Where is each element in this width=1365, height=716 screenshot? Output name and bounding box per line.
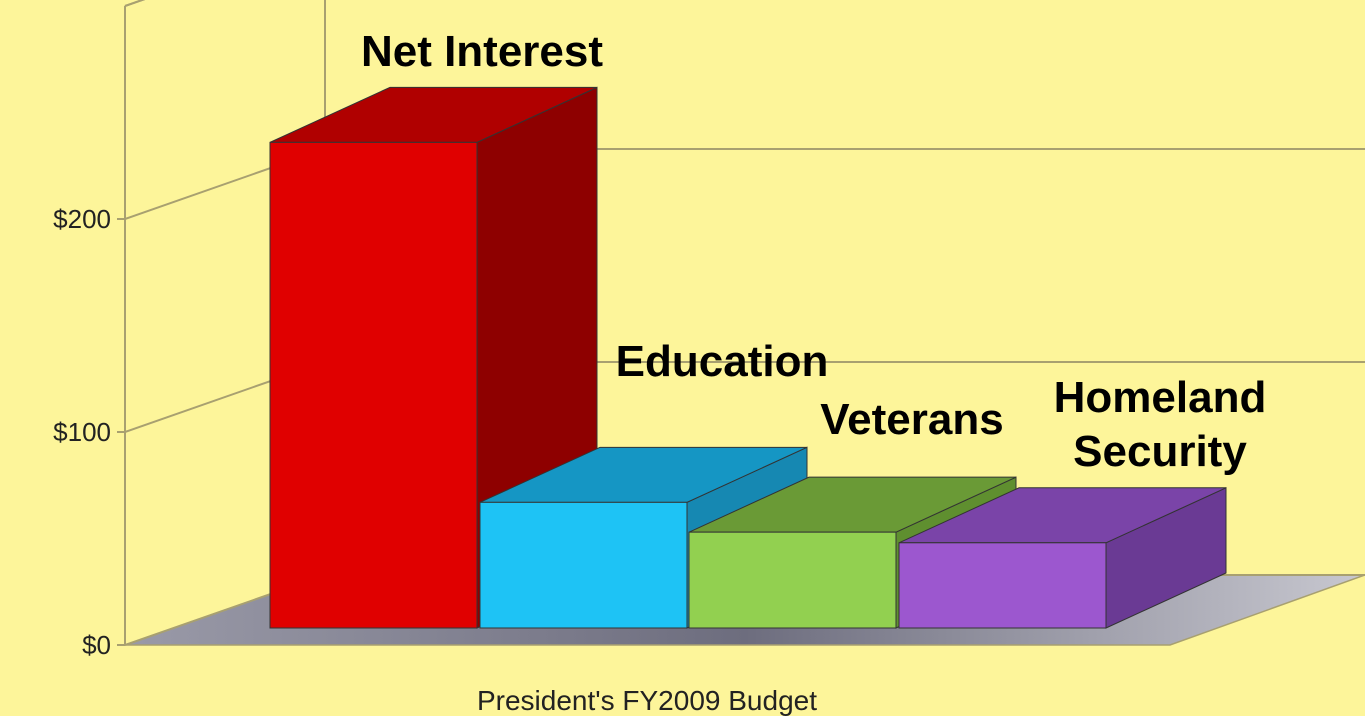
x-axis-label: President's FY2009 Budget bbox=[477, 685, 817, 716]
bar-label-line: Net Interest bbox=[361, 27, 603, 76]
y-tick-label: $200 bbox=[53, 204, 111, 234]
left-wall-top-edge bbox=[124, 0, 146, 7]
y-tick-label: $0 bbox=[82, 630, 111, 660]
bar-label-line: Security bbox=[1073, 427, 1247, 476]
bar-label: Education bbox=[616, 337, 829, 386]
bar-label: Veterans bbox=[820, 395, 1003, 444]
bar-label-line: Veterans bbox=[820, 395, 1003, 444]
bars bbox=[269, 86, 1227, 629]
gridline-wall bbox=[124, 0, 146, 7]
bar-label-line: Homeland bbox=[1054, 373, 1267, 422]
bar-label-line: Education bbox=[616, 337, 829, 386]
bar-labels: Net Interest Education Veterans Homeland Sec… bbox=[361, 27, 1266, 476]
bar-label: Homeland Security bbox=[1054, 373, 1267, 476]
bar-front-face bbox=[898, 542, 1107, 629]
y-tick-label: $100 bbox=[53, 417, 111, 447]
bar-label: Net Interest bbox=[361, 27, 603, 76]
bar-front-face bbox=[688, 531, 897, 629]
bar-front-face bbox=[479, 501, 688, 629]
y-axis-ticks: $0 $100 $200 bbox=[53, 204, 125, 660]
bar-front-face bbox=[269, 141, 478, 629]
bar bbox=[898, 487, 1227, 629]
